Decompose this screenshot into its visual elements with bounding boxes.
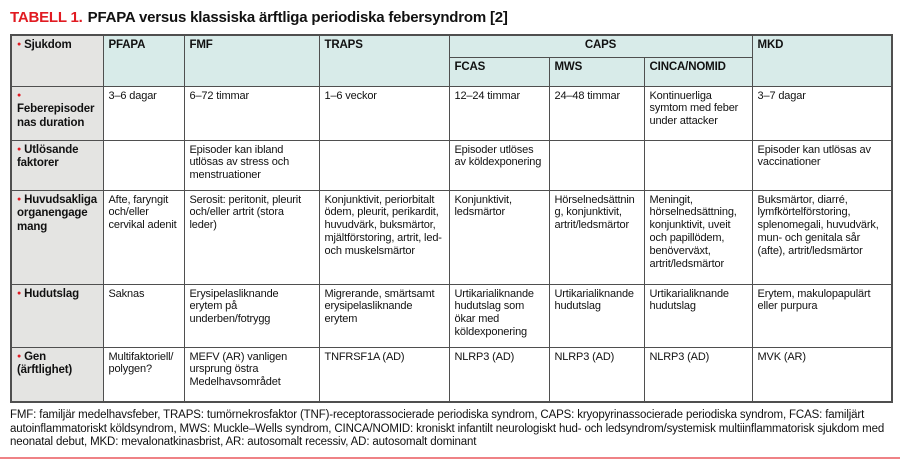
column-header-caps-group: CAPS xyxy=(448,34,753,58)
column-header-sjukdom-label: Sjukdom xyxy=(24,39,72,51)
column-header-mws: MWS xyxy=(548,56,645,87)
table-cell: MEFV (AR) vanligen ursprung östra Medelh… xyxy=(183,346,320,403)
row-header-gene: ● Gen (ärftlighet) xyxy=(10,346,104,403)
row-header-rash: ● Hudutslag xyxy=(10,283,104,348)
table-cell: MVK (AR) xyxy=(751,346,893,403)
table-cell: Meningit, hörselnedsättning, konjunktivi… xyxy=(643,189,753,285)
column-header-cinca-nomid: CINCA/NOMID xyxy=(643,56,753,87)
bullet-icon: ● xyxy=(17,289,22,297)
table-cell: 12–24 timmar xyxy=(448,85,550,141)
table-cell: Erysipelasliknande erytem på underben/fo… xyxy=(183,283,320,348)
bullet-icon: ● xyxy=(17,145,22,153)
table-cell: Episoder utlöses av köldexponering xyxy=(448,139,550,191)
row-header-organ-involvement-label: Huvudsakliga organengagemang xyxy=(17,193,98,233)
row-header-duration-label: Feberepisodernas duration xyxy=(17,103,95,129)
table-cell: Urtikarialiknande hudutslag som ökar med… xyxy=(448,283,550,348)
table-row-triggers: ● Utlösande faktorer Episoder kan ibland … xyxy=(10,139,893,191)
table-cell xyxy=(548,139,645,191)
table-cell: Kontinuerliga symtom med feber under att… xyxy=(643,85,753,141)
table-cell: Konjunktivit, ledsmärtor xyxy=(448,189,550,285)
table-cell: NLRP3 (AD) xyxy=(643,346,753,403)
table-cell: Urtikarialiknande hudutslag xyxy=(643,283,753,348)
table-cell xyxy=(318,139,450,191)
table-cell: Urtikarialiknande hudutslag xyxy=(548,283,645,348)
row-header-gene-label: Gen (ärftlighet) xyxy=(17,350,73,377)
table-number-label: TABELL 1. xyxy=(10,9,83,26)
table-cell: 3–7 dagar xyxy=(751,85,893,141)
content: TABELL 1. PFAPA versus klassiska ärftliga… xyxy=(10,9,894,449)
table-cell: NLRP3 (AD) xyxy=(448,346,550,403)
bottom-divider xyxy=(0,457,900,459)
row-header-triggers: ● Utlösande faktorer xyxy=(10,139,104,191)
row-header-organ-involvement: ● Huvudsakliga organengagemang xyxy=(10,189,104,285)
table-cell: 1–6 veckor xyxy=(318,85,450,141)
table-cell: TNFRSF1A (AD) xyxy=(318,346,450,403)
column-header-traps: TRAPS xyxy=(318,34,450,87)
table-row-gene: ● Gen (ärftlighet) Multifaktoriell/polyge… xyxy=(10,346,893,403)
column-header-sjukdom: ● Sjukdom xyxy=(10,34,104,87)
column-header-mkd: MKD xyxy=(751,34,893,87)
row-header-triggers-label: Utlösande faktorer xyxy=(17,143,79,170)
column-header-fcas: FCAS xyxy=(448,56,550,87)
table-row-duration: ● Feberepisodernas duration 3–6 dagar 6–7… xyxy=(10,85,893,141)
table-cell: Episoder kan ibland utlösas av stress oc… xyxy=(183,139,320,191)
table-row-organ-involvement: ● Huvudsakliga organengagemang Afte, fary… xyxy=(10,189,893,285)
page-title: TABELL 1. PFAPA versus klassiska ärftliga… xyxy=(10,9,891,26)
table-cell xyxy=(102,139,185,191)
table-cell: 3–6 dagar xyxy=(102,85,185,141)
table-cell: NLRP3 (AD) xyxy=(548,346,645,403)
table-cell: Migrerande, smärtsamt erysipelasliknande… xyxy=(318,283,450,348)
column-header-pfapa: PFAPA xyxy=(102,34,185,87)
row-header-rash-label: Hudutslag xyxy=(24,287,79,300)
bullet-icon: ● xyxy=(17,91,22,99)
table-cell: Episoder kan utlösas av vaccinationer xyxy=(751,139,893,191)
row-header-duration: ● Feberepisodernas duration xyxy=(10,85,104,141)
table-cell: Multifaktoriell/polygen? xyxy=(102,346,185,403)
table-cell xyxy=(643,139,753,191)
bullet-icon: ● xyxy=(17,195,22,203)
bullet-icon: ● xyxy=(17,352,22,360)
column-header-fmf: FMF xyxy=(183,34,320,87)
table-cell: Saknas xyxy=(102,283,185,348)
table-row-rash: ● Hudutslag Saknas Erysipelasliknande ery… xyxy=(10,283,893,348)
table-footnote: FMF: familjär medelhavsfeber, TRAPS: tum… xyxy=(10,409,885,449)
table-cell: Erytem, makulopapulärt eller purpura xyxy=(751,283,893,348)
table-cell: 24–48 timmar xyxy=(548,85,645,141)
table-cell: Buksmärtor, diarré, lymfkörtelförstoring… xyxy=(751,189,893,285)
table-cell: 6–72 timmar xyxy=(183,85,320,141)
table-cell: Serosit: peritonit, pleurit och/eller ar… xyxy=(183,189,320,285)
table-cell: Konjunktivit, periorbitalt ödem, pleurit… xyxy=(318,189,450,285)
bullet-icon: ● xyxy=(17,41,22,48)
table-title-text: PFAPA versus klassiska ärftliga periodis… xyxy=(87,9,508,26)
pfapa-comparison-table: ● Sjukdom PFAPA FMF TRAPS CAPS MKD FCAS M… xyxy=(10,34,894,403)
table-cell: Hörselnedsättning, konjunktivit, artrit/… xyxy=(548,189,645,285)
table-cell: Afte, faryngit och/eller cervikal adenit xyxy=(102,189,185,285)
